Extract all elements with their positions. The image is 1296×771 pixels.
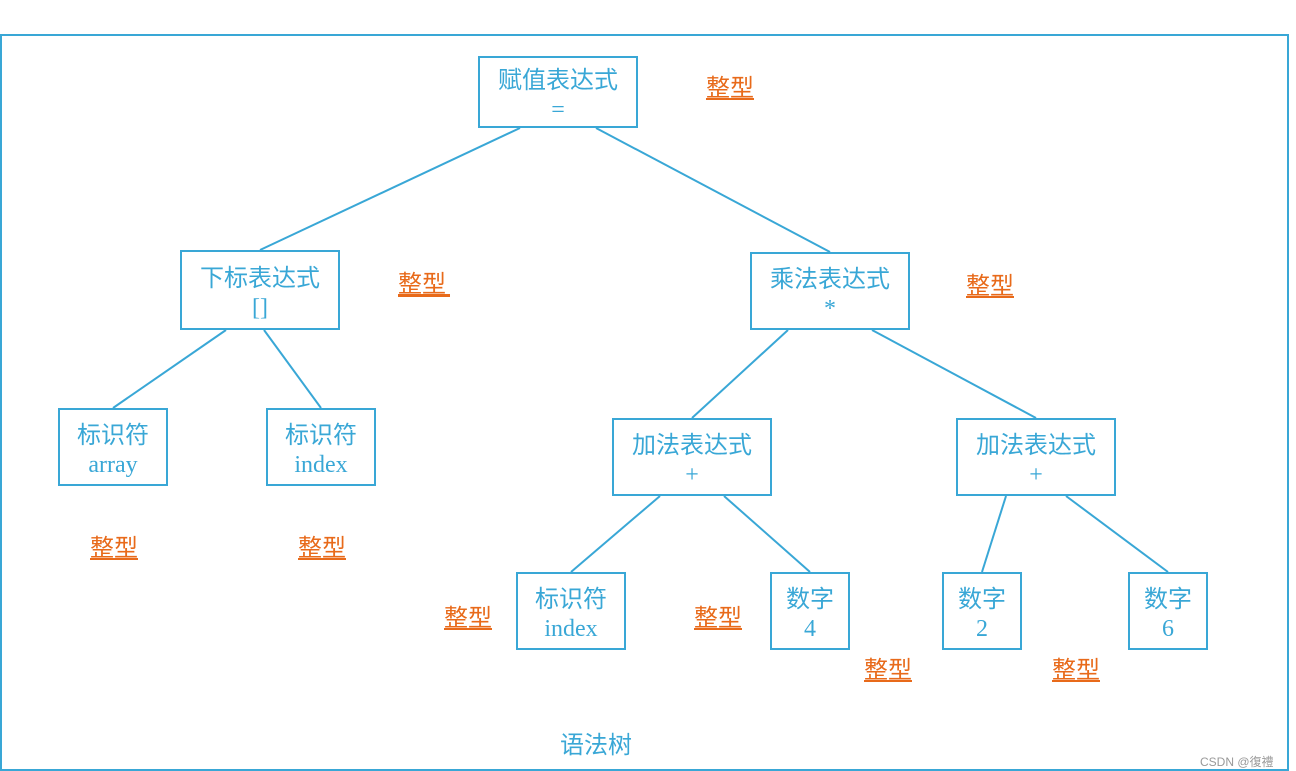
tree-node-label: 加法表达式: [632, 425, 752, 460]
type-annotation: 整型: [90, 528, 138, 563]
tree-node-label: 加法表达式: [976, 425, 1096, 460]
type-annotation: 整型: [1052, 650, 1100, 685]
tree-node: 数字6: [1128, 572, 1208, 650]
tree-node-label: 数字: [786, 579, 834, 614]
type-annotation: 整型: [298, 528, 346, 563]
tree-node-value: 6: [1162, 616, 1174, 643]
type-annotation: 整型: [706, 68, 754, 103]
tree-node-label: 标识符: [285, 415, 357, 450]
type-annotation: 整型: [694, 598, 742, 633]
tree-node-label: 数字: [958, 579, 1006, 614]
tree-node-label: 乘法表达式: [770, 259, 890, 294]
type-annotation: 整型: [444, 598, 492, 633]
type-annotation: 整型: [966, 266, 1014, 301]
tree-node: 下标表达式[]: [180, 250, 340, 330]
watermark-text: CSDN @復禮: [1200, 753, 1274, 770]
tree-node: 乘法表达式*: [750, 252, 910, 330]
tree-node-value: 4: [804, 616, 816, 643]
tree-node: 数字2: [942, 572, 1022, 650]
tree-node-value: =: [551, 97, 565, 124]
tree-node-value: index: [294, 452, 347, 479]
tree-node-label: 下标表达式: [200, 258, 320, 293]
tree-node-value: []: [252, 295, 268, 322]
tree-node-label: 赋值表达式: [498, 60, 618, 95]
tree-node-value: index: [544, 616, 597, 643]
tree-node: 标识符array: [58, 408, 168, 486]
type-annotation: 整型: [864, 650, 912, 685]
tree-node: 标识符index: [266, 408, 376, 486]
tree-node-value: +: [1029, 462, 1043, 489]
tree-node-value: array: [88, 452, 137, 479]
tree-node-label: 标识符: [77, 415, 149, 450]
tree-node-value: 2: [976, 616, 988, 643]
tree-node: 数字4: [770, 572, 850, 650]
tree-node: 赋值表达式=: [478, 56, 638, 128]
annotation-extra-underline: [398, 294, 450, 297]
tree-node-value: *: [824, 296, 836, 323]
tree-node: 标识符index: [516, 572, 626, 650]
tree-node-label: 数字: [1144, 579, 1192, 614]
diagram-caption: 语法树: [560, 725, 632, 760]
tree-node-value: +: [685, 462, 699, 489]
tree-node: 加法表达式+: [612, 418, 772, 496]
tree-node: 加法表达式+: [956, 418, 1116, 496]
tree-node-label: 标识符: [535, 579, 607, 614]
